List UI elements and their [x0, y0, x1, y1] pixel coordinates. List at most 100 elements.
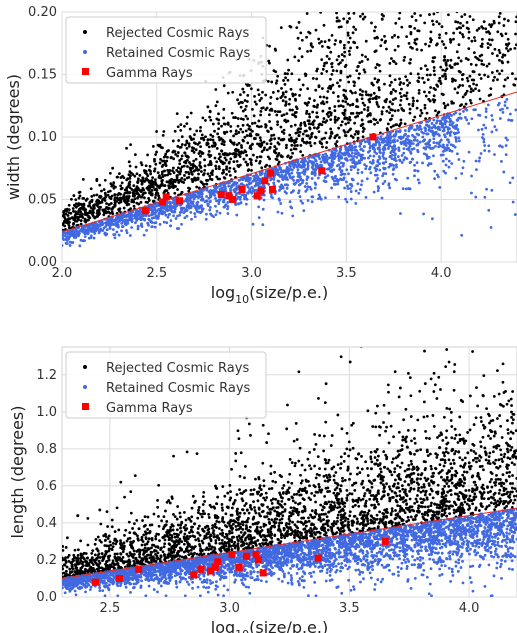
rejected-point	[337, 116, 340, 120]
rejected-point	[284, 146, 288, 150]
retained-point	[381, 154, 385, 158]
rejected-point	[430, 501, 433, 505]
rejected-point	[230, 111, 234, 115]
rejected-point	[344, 122, 348, 126]
retained-point	[444, 157, 448, 161]
rejected-point	[258, 142, 262, 146]
rejected-point	[180, 176, 184, 180]
rejected-point	[489, 6, 492, 9]
rejected-point	[492, 6, 495, 9]
rejected-point	[339, 71, 343, 75]
retained-point	[411, 142, 415, 146]
rejected-point	[135, 185, 139, 189]
rejected-point	[394, 89, 398, 93]
rejected-point	[466, 6, 469, 9]
rejected-point	[478, 97, 482, 101]
rejected-point	[503, 6, 506, 9]
retained-point	[154, 221, 158, 225]
rejected-point	[488, 38, 491, 42]
rejected-point	[81, 205, 85, 208]
rejected-point	[500, 34, 504, 38]
rejected-point	[73, 203, 76, 207]
rejected-point	[268, 487, 271, 491]
rejected-point	[196, 537, 200, 541]
rejected-point	[454, 6, 457, 9]
rejected-point	[492, 19, 496, 23]
retained-point	[164, 205, 168, 209]
rejected-point	[306, 49, 309, 53]
retained-point	[403, 129, 407, 132]
retained-point	[307, 157, 310, 160]
retained-point	[382, 137, 386, 141]
rejected-point	[67, 211, 71, 214]
retained-point	[432, 118, 436, 122]
rejected-point	[336, 6, 339, 9]
rejected-point	[318, 488, 322, 492]
retained-point	[162, 220, 166, 224]
rejected-point	[348, 74, 352, 78]
rejected-point	[378, 69, 382, 73]
rejected-point	[307, 101, 310, 104]
retained-point	[407, 146, 411, 150]
rejected-point	[432, 94, 436, 98]
retained-point	[302, 164, 306, 168]
rejected-point	[347, 12, 351, 15]
rejected-point	[334, 134, 338, 138]
rejected-point	[184, 170, 188, 174]
retained-point	[295, 165, 299, 168]
retained-point	[348, 154, 352, 157]
rejected-point	[485, 30, 489, 34]
retained-point	[102, 226, 106, 230]
rejected-point	[120, 196, 124, 200]
retained-point	[246, 185, 250, 189]
retained-point	[477, 128, 480, 132]
rejected-point	[461, 33, 464, 36]
rejected-point	[468, 98, 472, 102]
rejected-point	[165, 180, 169, 184]
rejected-point	[334, 142, 337, 146]
rejected-point	[343, 117, 346, 121]
rejected-point	[325, 69, 329, 73]
retained-point	[454, 140, 458, 143]
retained-point	[347, 172, 350, 176]
rejected-point	[338, 78, 342, 82]
rejected-point	[284, 90, 288, 94]
rejected-point	[226, 121, 230, 125]
rejected-point	[321, 87, 324, 90]
rejected-point	[505, 6, 508, 9]
rejected-point	[163, 184, 167, 187]
legend-label: Gamma Rays	[106, 66, 193, 81]
retained-point	[349, 190, 353, 193]
retained-point	[441, 124, 445, 128]
rejected-point	[383, 6, 386, 9]
rejected-point	[459, 59, 463, 63]
retained-point	[172, 198, 175, 202]
rejected-point	[273, 110, 277, 113]
rejected-point	[258, 144, 262, 148]
retained-point	[339, 161, 343, 165]
rejected-point	[190, 515, 194, 519]
rejected-point	[275, 147, 278, 151]
rejected-point	[300, 38, 304, 42]
rejected-point	[472, 36, 476, 39]
retained-point	[123, 219, 127, 222]
rejected-point	[450, 66, 454, 69]
rejected-point	[420, 6, 423, 9]
retained-point	[215, 190, 219, 193]
rejected-point	[276, 110, 280, 114]
retained-point	[340, 591, 344, 595]
rejected-point	[168, 172, 172, 176]
rejected-point	[131, 173, 135, 176]
rejected-point	[315, 111, 319, 115]
rejected-point	[433, 98, 437, 102]
rejected-point	[444, 74, 447, 78]
rejected-point	[445, 67, 449, 71]
rejected-point	[390, 6, 393, 9]
rejected-point	[472, 443, 476, 447]
rejected-point	[402, 418, 405, 422]
retained-point	[504, 144, 508, 147]
retained-point	[305, 182, 309, 185]
rejected-point	[430, 6, 433, 9]
rejected-point	[475, 28, 479, 32]
